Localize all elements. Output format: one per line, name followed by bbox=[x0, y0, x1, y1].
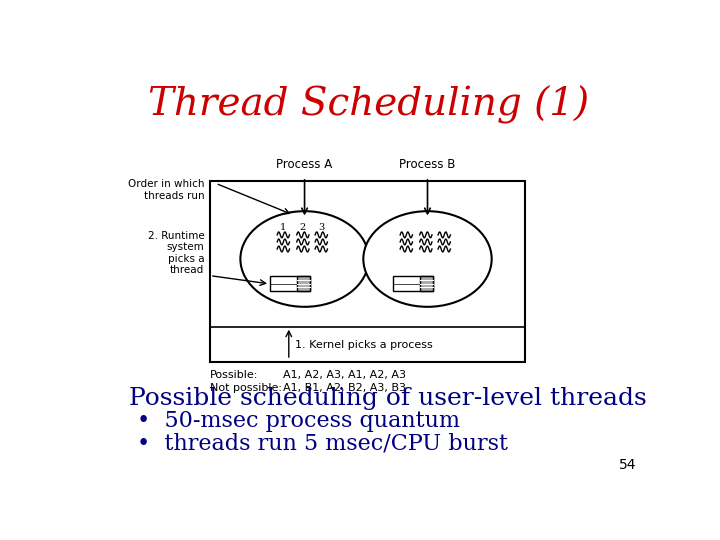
Text: Order in which
threads run: Order in which threads run bbox=[128, 179, 204, 201]
Text: 2: 2 bbox=[300, 223, 306, 232]
Text: Possible:: Possible: bbox=[210, 369, 258, 380]
Bar bbox=[270, 275, 310, 292]
Text: 2. Runtime
system
picks a
thread: 2. Runtime system picks a thread bbox=[148, 231, 204, 275]
Bar bbox=[393, 275, 433, 292]
Text: Possible scheduling of user-level threads: Possible scheduling of user-level thread… bbox=[129, 387, 647, 410]
Text: A1, B1, A2, B2, A3, B3: A1, B1, A2, B2, A3, B3 bbox=[282, 383, 405, 393]
Bar bbox=[420, 275, 433, 292]
Text: 1: 1 bbox=[280, 223, 287, 232]
Text: Not possible:: Not possible: bbox=[210, 383, 282, 393]
Circle shape bbox=[364, 211, 492, 307]
Text: Process B: Process B bbox=[400, 158, 456, 171]
Bar bbox=[297, 275, 310, 292]
Text: Thread Scheduling (1): Thread Scheduling (1) bbox=[148, 85, 590, 124]
Text: •  50-msec process quantum: • 50-msec process quantum bbox=[138, 410, 460, 432]
Text: •  threads run 5 msec/CPU burst: • threads run 5 msec/CPU burst bbox=[138, 433, 508, 455]
Text: Process A: Process A bbox=[276, 158, 333, 171]
Bar bbox=[210, 181, 526, 362]
Circle shape bbox=[240, 211, 369, 307]
Text: 1. Kernel picks a process: 1. Kernel picks a process bbox=[295, 340, 433, 349]
Text: 54: 54 bbox=[619, 458, 637, 472]
Text: 3: 3 bbox=[318, 223, 325, 232]
Text: A1, A2, A3, A1, A2, A3: A1, A2, A3, A1, A2, A3 bbox=[282, 369, 405, 380]
